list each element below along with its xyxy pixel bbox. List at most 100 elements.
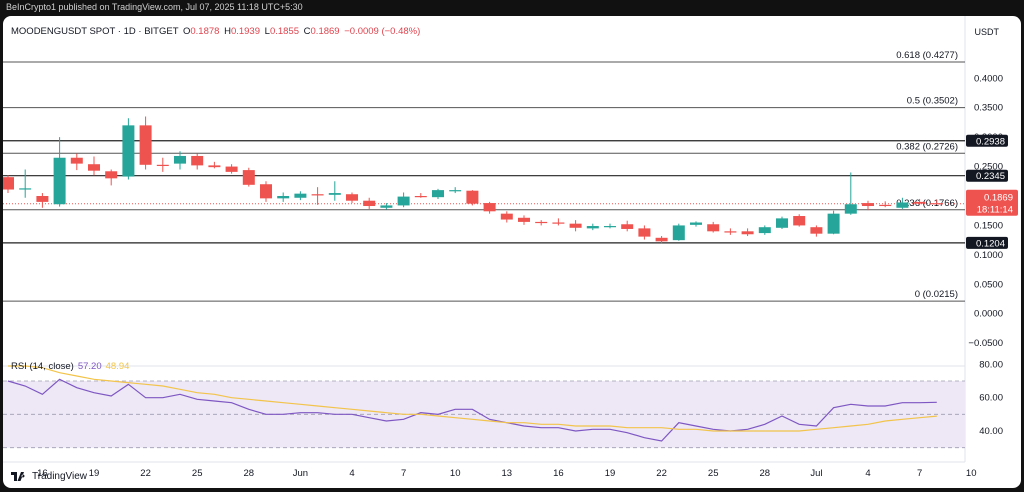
rsi-tick-label: 80.00	[979, 359, 1003, 370]
fib-level-label: 0.618 (0.4277)	[896, 50, 958, 61]
candle-body[interactable]	[174, 155, 186, 164]
candle-body[interactable]	[930, 203, 943, 205]
last-price-label: 0.1869	[984, 193, 1013, 204]
time-tick-label: 4	[349, 468, 354, 479]
candle-body[interactable]	[70, 157, 83, 164]
candle-body[interactable]	[879, 204, 892, 207]
fib-level-label: 0.382 (0.2726)	[896, 141, 958, 152]
candle-body[interactable]	[518, 217, 530, 222]
chart-panel[interactable]: MOODENGUSDT SPOT · 1D · BITGET O0.1878 H…	[3, 16, 1021, 488]
candle-body[interactable]	[225, 166, 238, 172]
candle-body[interactable]	[810, 227, 823, 234]
candle-body[interactable]	[414, 196, 427, 198]
price-axis-title: USDT	[974, 27, 1000, 37]
candle-body[interactable]	[862, 203, 874, 207]
candle-body[interactable]	[363, 200, 376, 207]
fib-level-label: 0 (0.0215)	[915, 289, 958, 300]
candle-body[interactable]	[36, 196, 49, 202]
candle-body[interactable]	[466, 190, 479, 204]
rsi-label[interactable]: RSI (14, close)	[11, 361, 74, 372]
candle-body[interactable]	[604, 226, 616, 228]
candle-body[interactable]	[88, 164, 100, 171]
candle-body[interactable]	[294, 193, 307, 198]
candle-body[interactable]	[139, 125, 152, 165]
candle-body[interactable]	[655, 237, 668, 242]
price-badge-label: 0.2345	[976, 171, 1005, 182]
candle-body[interactable]	[449, 190, 462, 192]
rsi-legend: RSI (14, close) 57.20 48.94	[11, 361, 129, 372]
candle-body[interactable]	[552, 222, 565, 224]
candle-body[interactable]	[242, 170, 255, 185]
candle-body[interactable]	[827, 213, 840, 234]
low-label: L	[264, 26, 270, 37]
price-badge	[966, 236, 1008, 249]
open-label: O	[182, 26, 191, 37]
candle-body[interactable]	[569, 223, 582, 228]
rsi-line	[7, 378, 937, 442]
candle-body[interactable]	[500, 213, 513, 220]
candle-body[interactable]	[913, 201, 926, 204]
time-tick-label: 10	[966, 468, 977, 479]
rsi-tick-label: 40.00	[979, 426, 1003, 437]
chart-canvas[interactable]: 0.40000.35000.30000.25000.20000.15000.10…	[3, 16, 1021, 488]
candle-body[interactable]	[672, 225, 685, 241]
rsi-ma-value: 48.94	[105, 361, 130, 372]
open-value: 0.1878	[190, 26, 220, 37]
candle-body[interactable]	[586, 226, 599, 229]
candle-body[interactable]	[741, 231, 754, 235]
candle-body[interactable]	[432, 190, 444, 198]
price-badge	[966, 134, 1008, 147]
symbol-title[interactable]: MOODENGUSDT SPOT · 1D · BITGET	[11, 26, 179, 37]
candle-body[interactable]	[191, 155, 204, 166]
tradingview-logo-icon	[11, 472, 27, 481]
price-tick-label: 0.3500	[974, 103, 1003, 114]
publisher-caption: BeInCrypto1 published on TradingView.com…	[6, 2, 303, 12]
close-label: C	[303, 26, 311, 37]
candle-body[interactable]	[380, 205, 393, 208]
time-tick-label: 25	[192, 468, 203, 479]
candle-body[interactable]	[346, 194, 358, 201]
tradingview-logo[interactable]: TradingView	[11, 471, 87, 482]
candle-body[interactable]	[896, 202, 909, 208]
symbol-header: MOODENGUSDT SPOT · 1D · BITGET O0.1878 H…	[11, 26, 420, 37]
price-tick-label: 0.0500	[974, 279, 1003, 290]
time-tick-label: 28	[244, 468, 255, 479]
candle-body[interactable]	[397, 196, 410, 206]
candle-body[interactable]	[122, 125, 135, 177]
candle-body[interactable]	[156, 164, 169, 166]
candle-body[interactable]	[690, 222, 702, 225]
price-tick-label: 0.4000	[974, 73, 1003, 84]
time-tick-label: 7	[917, 468, 922, 479]
candle-body[interactable]	[707, 224, 720, 232]
rsi-tick-label: 60.00	[979, 393, 1003, 404]
price-tick-label: 0.1500	[974, 220, 1003, 231]
time-tick-label: 19	[89, 468, 100, 479]
countdown-label: 18:11:14	[977, 205, 1013, 216]
candle-body[interactable]	[328, 193, 341, 195]
candle-body[interactable]	[621, 224, 634, 229]
candle-body[interactable]	[793, 216, 806, 226]
candle-body[interactable]	[535, 221, 548, 224]
candle-body[interactable]	[19, 188, 32, 190]
candle-body[interactable]	[260, 184, 272, 199]
change-value: −0.0009 (−0.48%)	[344, 26, 421, 37]
candle-body[interactable]	[311, 194, 324, 196]
candle-body[interactable]	[776, 218, 788, 228]
time-tick-label: 22	[140, 468, 151, 479]
time-tick-label: Jul	[810, 468, 822, 479]
time-tick-label: 19	[605, 468, 616, 479]
candle-body[interactable]	[758, 227, 771, 234]
low-value: 0.1855	[269, 26, 299, 37]
candle-body[interactable]	[638, 228, 651, 237]
candle-body[interactable]	[844, 204, 857, 214]
time-tick-label: 16	[553, 468, 564, 479]
candle-body[interactable]	[277, 196, 290, 199]
candle-body[interactable]	[3, 177, 14, 190]
price-tick-label: −0.0500	[968, 338, 1003, 349]
candle-body[interactable]	[724, 231, 737, 233]
candle-body[interactable]	[208, 165, 221, 168]
candle-body[interactable]	[53, 157, 66, 205]
candle-body[interactable]	[483, 203, 496, 212]
candle-body[interactable]	[105, 171, 118, 179]
